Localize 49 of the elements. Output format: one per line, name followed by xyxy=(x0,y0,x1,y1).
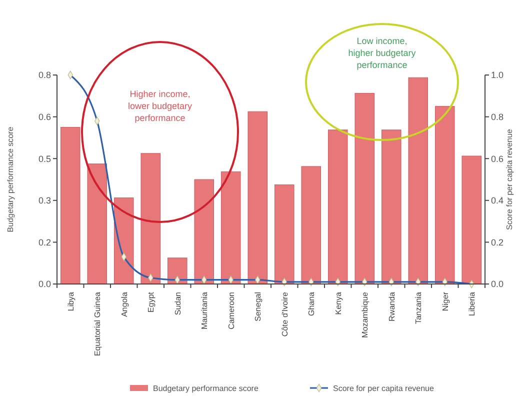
x-tick-label: Mozambique xyxy=(360,291,370,338)
x-tick-label: Cameroon xyxy=(226,292,236,330)
y-tick-label: 0.3 xyxy=(38,196,51,206)
y2-tick-label: 1.0 xyxy=(491,70,504,80)
x-tick-label: Libya xyxy=(66,291,76,312)
bar xyxy=(248,111,268,284)
annotation: Higher income, lower budgetary performance xyxy=(128,89,193,123)
x-tick-label: Senegal xyxy=(254,292,263,322)
y2-tick-label: 0.8 xyxy=(491,112,504,122)
bar xyxy=(194,179,214,284)
x-tick-label: Niger xyxy=(440,292,450,312)
y2-tick-label: 0.2 xyxy=(491,237,504,248)
x-tick-label: Kenya xyxy=(334,291,343,315)
y-tick-label: 0.8 xyxy=(38,70,51,80)
x-tick-label: Angola xyxy=(120,291,129,317)
y-tick-label: 0.6 xyxy=(38,112,51,122)
bar xyxy=(381,130,402,284)
y2-tick-label: 0.0 xyxy=(491,279,504,290)
bar xyxy=(301,166,322,284)
x-tick-label: Rwanda xyxy=(387,291,396,322)
y2-tick-label: 0.4 xyxy=(491,196,504,206)
bar xyxy=(60,127,80,284)
bar xyxy=(140,153,161,284)
y-tick-label: 0.0 xyxy=(38,279,51,290)
x-tick-label: Egypt xyxy=(146,291,156,312)
y-tick-label: 0.2 xyxy=(38,237,51,248)
bar xyxy=(462,156,482,284)
x-tick-label: Tanzania xyxy=(414,291,424,324)
x-tick-label: Mauritania xyxy=(200,291,210,330)
x-tick-label: Ghana xyxy=(307,291,316,316)
bar xyxy=(354,93,375,284)
y-axis-title: Budgetary performance score xyxy=(6,126,15,232)
bar xyxy=(434,106,455,284)
x-tick-label: Equatorial Guinea xyxy=(93,291,102,356)
x-tick-label: Sudan xyxy=(173,292,182,316)
bar xyxy=(274,184,294,284)
y-tick-label: 0.5 xyxy=(38,154,51,164)
x-tick-label: Côte d'Ivoire xyxy=(280,291,290,337)
legend-label: Score for per capita revenue xyxy=(333,384,434,393)
legend-label: Budgetary performance score xyxy=(153,384,259,393)
bar xyxy=(87,164,108,284)
y2-axis-title: Score for per capita revenue xyxy=(505,128,514,230)
bar xyxy=(220,171,241,284)
x-tick-label: Liberia xyxy=(468,291,477,316)
bar xyxy=(328,130,348,284)
text: Low income, higher budgetary performance xyxy=(348,36,416,70)
bar xyxy=(408,77,428,284)
y2-tick-label: 0.6 xyxy=(491,154,504,164)
bar xyxy=(114,198,134,284)
